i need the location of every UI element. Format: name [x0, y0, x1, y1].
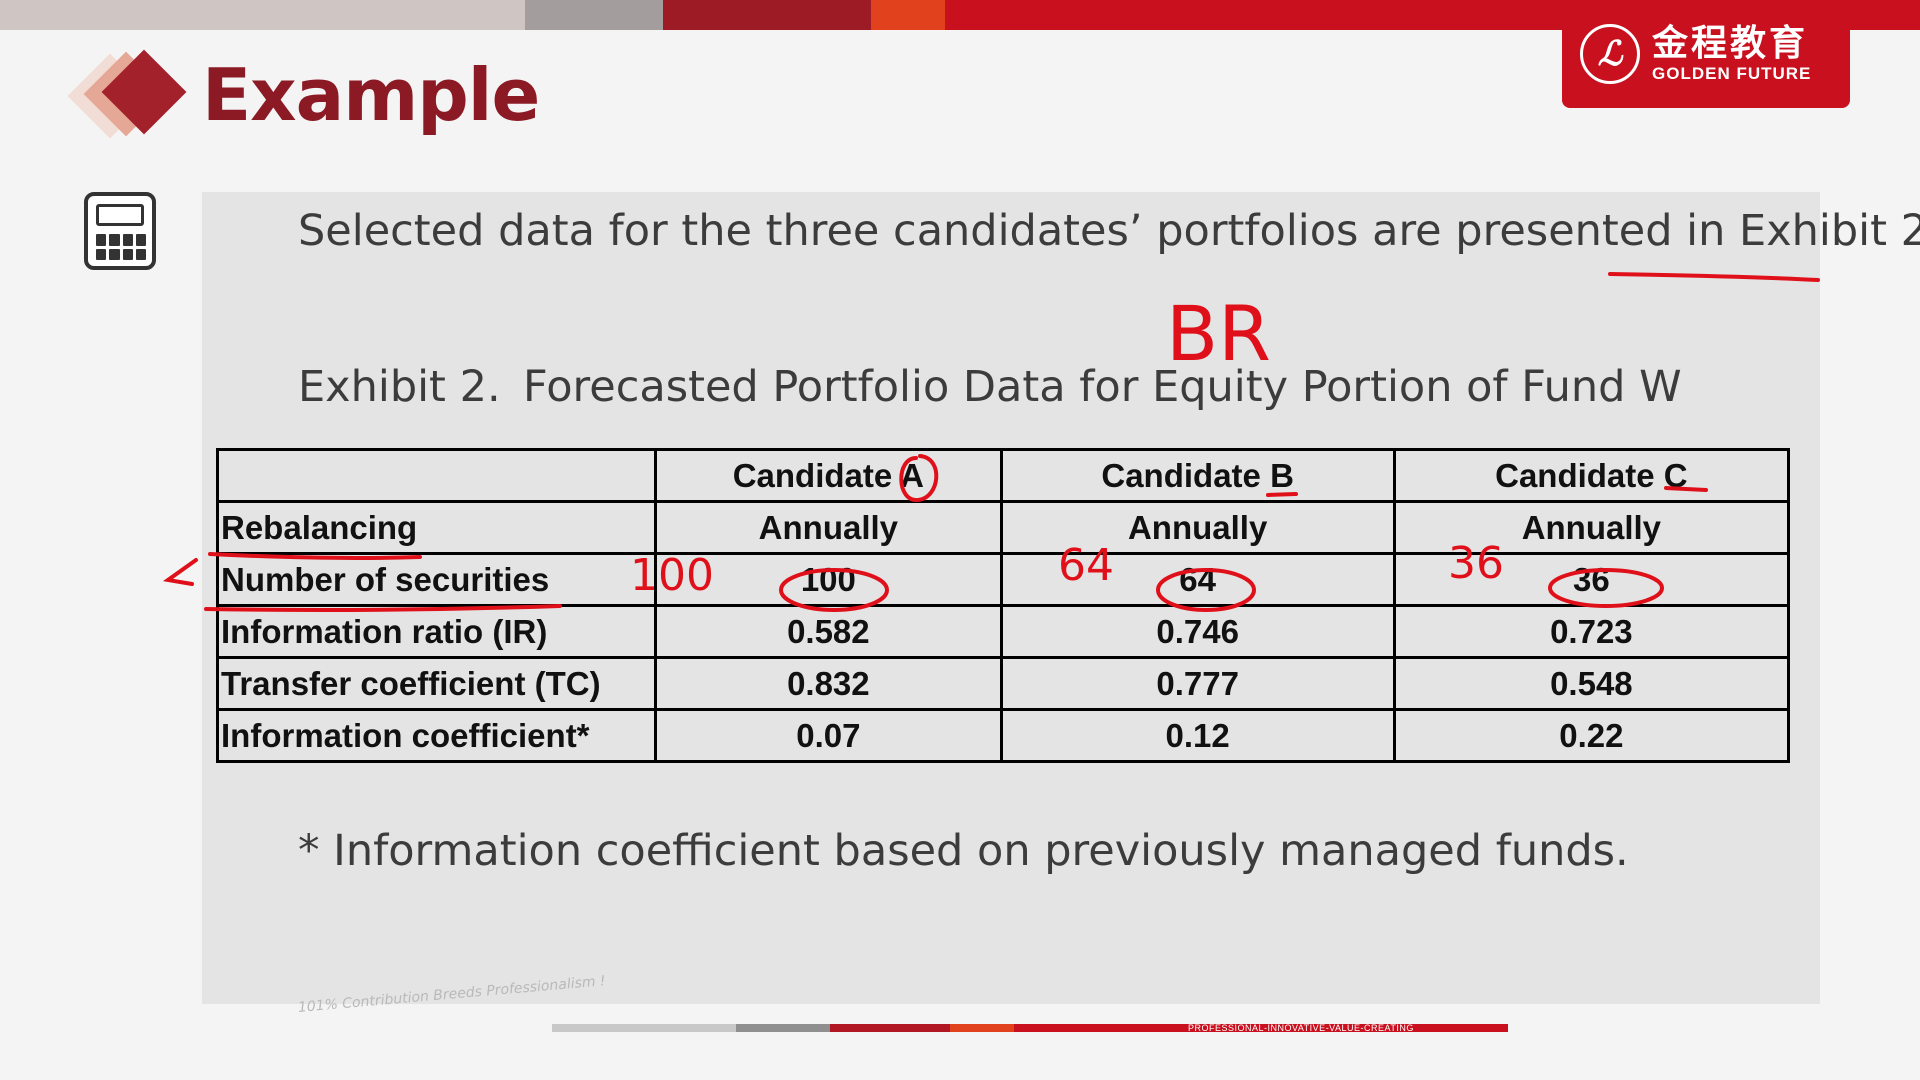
table-header-row: Candidate A Candidate B Candidate C — [215, 448, 1791, 503]
exhibit-caption: Exhibit 2. Forecasted Portfolio Data for … — [298, 362, 1682, 412]
row-label: Transfer coefficient (TC) — [215, 656, 658, 711]
exhibit-number: Exhibit 2. — [298, 362, 501, 412]
calculator-icon — [84, 192, 156, 270]
table-row: Information ratio (IR) 0.582 0.746 0.723 — [215, 604, 1791, 659]
exhibit-title: Forecasted Portfolio Data for Equity Por… — [523, 362, 1682, 412]
portfolio-data-table: Candidate A Candidate B Candidate C Reba… — [215, 448, 1791, 763]
row-label: Number of securities — [215, 552, 658, 607]
footer-slogan: PROFESSIONAL-INNOVATIVE-VALUE-CREATING — [1188, 1023, 1414, 1033]
table-row: Transfer coefficient (TC) 0.832 0.777 0.… — [215, 656, 1791, 711]
table-cell: 0.723 — [1392, 604, 1791, 659]
row-label: Information ratio (IR) — [215, 604, 658, 659]
table-cell: 0.777 — [999, 656, 1396, 711]
table-cell: 64 — [999, 552, 1396, 607]
table-row: Information coefficient* 0.07 0.12 0.22 — [215, 708, 1791, 763]
table-row: Rebalancing Annually Annually Annually — [215, 500, 1791, 555]
column-header-candidate-c: Candidate C — [1392, 448, 1791, 503]
table-cell: 36 — [1392, 552, 1791, 607]
table-cell: 0.832 — [654, 656, 1003, 711]
table-cell: 0.22 — [1392, 708, 1791, 763]
table-cell: 0.12 — [999, 708, 1396, 763]
page-title: Example — [202, 53, 540, 137]
table-cell: 0.582 — [654, 604, 1003, 659]
bottom-color-bar — [552, 1024, 1508, 1032]
table-row: Number of securities 100 64 36 — [215, 552, 1791, 607]
column-header-candidate-b: Candidate B — [999, 448, 1396, 503]
table-cell: Annually — [654, 500, 1003, 555]
logo-english-name: GOLDEN FUTURE — [1652, 64, 1812, 83]
footnote: * Information coefficient based on previ… — [298, 826, 1629, 876]
logo-seal-icon: ℒ — [1580, 24, 1640, 84]
logo-chinese-name: 金程教育 — [1652, 23, 1809, 64]
intro-text: Selected data for the three candidates’ … — [298, 206, 1920, 256]
left-arrow-mark — [162, 558, 198, 586]
golden-future-logo: ℒ 金程教育 GOLDEN FUTURE — [1562, 0, 1850, 108]
row-label: Information coefficient* — [215, 708, 658, 763]
row-label: Rebalancing — [215, 500, 658, 555]
table-cell: Annually — [999, 500, 1396, 555]
column-header-candidate-a: Candidate A — [654, 448, 1003, 503]
table-cell: 100 — [654, 552, 1003, 607]
table-cell: Annually — [1392, 500, 1791, 555]
title-diamond-icon — [67, 46, 194, 146]
table-cell: 0.548 — [1392, 656, 1791, 711]
table-cell: 0.746 — [999, 604, 1396, 659]
table-cell: 0.07 — [654, 708, 1003, 763]
table-corner-cell — [215, 448, 658, 503]
